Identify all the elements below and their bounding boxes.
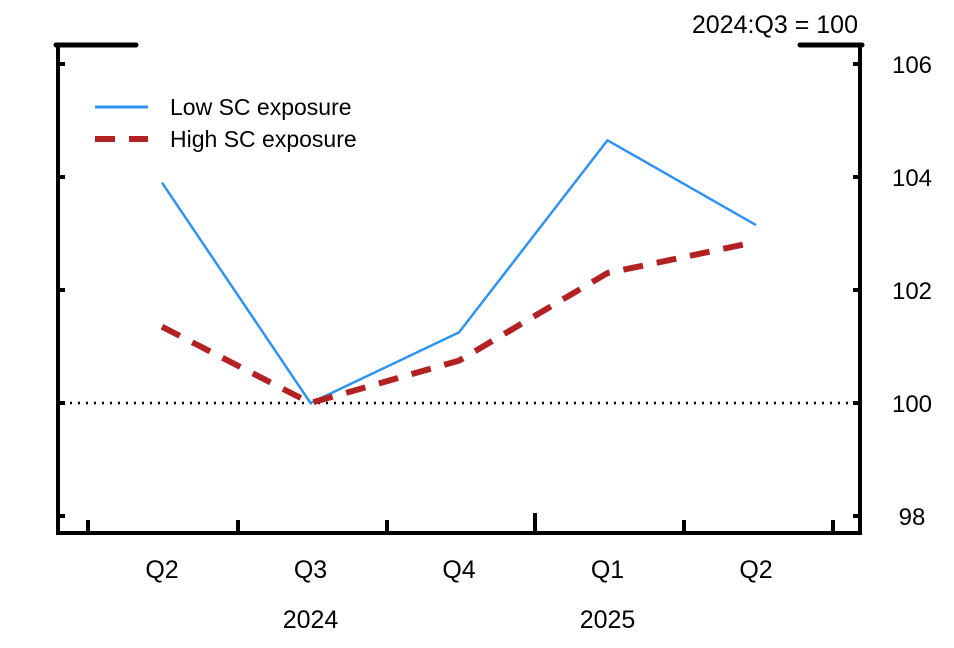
x-tick-label: Q4	[442, 556, 475, 584]
legend-label: Low SC exposure	[170, 94, 352, 120]
chart-note: 2024:Q3 = 100	[692, 11, 858, 39]
y-tick-label: 106	[892, 52, 932, 79]
y-tick-labels: 98 100 102 104 106	[892, 52, 932, 531]
y-tick-label: 102	[892, 278, 932, 305]
x-tick-label: Q2	[739, 556, 772, 584]
x-tick-label: Q1	[591, 556, 624, 584]
y-tick-label: 98	[899, 504, 926, 531]
year-label: 2025	[580, 606, 636, 634]
legend-label: High SC exposure	[170, 126, 357, 152]
legend: Low SC exposure High SC exposure	[95, 94, 357, 152]
series-lines	[162, 140, 756, 403]
x-tick-label: Q3	[294, 556, 327, 584]
y-tick-label: 100	[892, 391, 932, 418]
y-tick-label: 104	[892, 165, 932, 192]
series-line-high-sc-exposure	[162, 242, 756, 403]
x-tick-label: Q2	[145, 556, 178, 584]
year-label: 2024	[283, 606, 339, 634]
x-tick-labels: Q2 Q3 Q4 Q1 Q2 2024 2025	[145, 556, 772, 634]
